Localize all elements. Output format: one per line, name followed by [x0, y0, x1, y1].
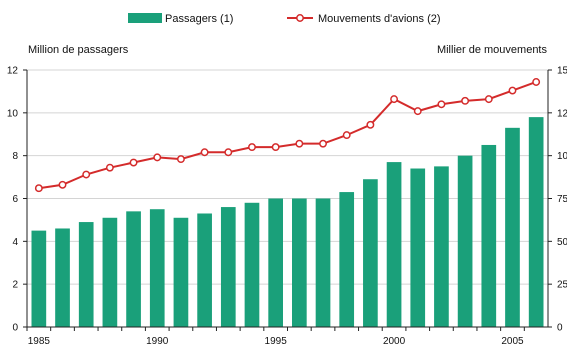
- y-left-tick-label: 12: [7, 66, 19, 77]
- x-tick-label: 1985: [28, 336, 51, 347]
- point-mouvements-2000: [390, 95, 399, 104]
- y-right-tick-label: 125: [557, 108, 567, 119]
- point-mouvements-1996: [295, 139, 304, 148]
- bar-passagers-1992: [197, 213, 212, 327]
- bar-passagers-1991: [173, 217, 189, 327]
- bar-passagers-1999: [363, 179, 378, 327]
- y-right-tick-label: 50: [557, 237, 567, 248]
- x-tick-label: 1990: [146, 336, 169, 347]
- y-right-tick-label: 25: [557, 280, 567, 291]
- y-right-tick-label: 75: [557, 194, 567, 205]
- y-axis-right-title: Millier de mouvements: [437, 44, 548, 56]
- y-right-tick-label: 150: [557, 66, 567, 77]
- point-mouvements-1986: [58, 180, 67, 189]
- point-mouvements-1990: [153, 153, 162, 162]
- bar-passagers-2004: [481, 144, 497, 327]
- bar-passagers-2003: [457, 155, 473, 327]
- bar-passagers-1996: [291, 198, 307, 327]
- point-mouvements-2005: [508, 86, 517, 95]
- y-right-tick-label: 100: [557, 151, 567, 162]
- x-tick-label: 2000: [383, 336, 406, 347]
- y-left-tick-label: 2: [12, 280, 18, 291]
- line-series: [34, 78, 541, 193]
- bar-series: [31, 117, 544, 327]
- bar-passagers-1993: [220, 207, 236, 327]
- x-tick-label: 1995: [265, 336, 288, 347]
- bar-passagers-1998: [339, 192, 355, 327]
- legend-label-passagers: Passagers (1): [165, 13, 233, 25]
- bar-passagers-1997: [315, 198, 331, 327]
- bar-passagers-1985: [31, 230, 47, 327]
- point-mouvements-2003: [461, 96, 470, 105]
- y-left-tick-label: 4: [12, 237, 18, 248]
- point-mouvements-1985: [34, 184, 43, 193]
- y-left-tick-label: 10: [7, 108, 19, 119]
- point-mouvements-1989: [129, 158, 138, 167]
- axes: 0 2 4 6 8 10 12 0 25 50 75 100 125 150 1985 1990 1995 200…: [7, 66, 567, 348]
- y-left-tick-label: 0: [12, 323, 18, 334]
- point-mouvements-1998: [342, 131, 351, 140]
- line-mouvements: [38, 81, 537, 190]
- bar-passagers-1990: [149, 209, 165, 327]
- legend-swatch-marker: [296, 14, 304, 22]
- bar-passagers-2002: [434, 166, 449, 327]
- point-mouvements-1987: [82, 170, 91, 179]
- bar-passagers-2001: [410, 168, 426, 327]
- y-right-tick-label: 0: [557, 323, 563, 334]
- bar-passagers-1994: [244, 202, 260, 327]
- bar-passagers-2006: [528, 117, 544, 327]
- bar-passagers-1987: [78, 222, 94, 327]
- point-mouvements-2006: [532, 78, 541, 86]
- bar-passagers-2000: [386, 162, 402, 327]
- bar-passagers-1995: [268, 198, 284, 327]
- legend-swatch-passagers: [128, 13, 162, 23]
- bar-passagers-2005: [505, 127, 520, 327]
- point-mouvements-1994: [248, 143, 256, 152]
- x-tick-label: 2005: [501, 336, 524, 347]
- point-mouvements-1993: [224, 148, 233, 157]
- point-mouvements-1992: [200, 148, 209, 157]
- y-axis-left-title: Million de passagers: [28, 44, 129, 56]
- point-mouvements-2002: [437, 100, 446, 109]
- y-left-tick-label: 6: [12, 194, 18, 205]
- point-mouvements-2004: [484, 95, 493, 104]
- legend: Passagers (1) Mouvements d'avions (2): [128, 13, 441, 25]
- bar-passagers-1988: [102, 217, 118, 327]
- point-mouvements-1991: [176, 155, 185, 164]
- point-mouvements-2001: [413, 107, 422, 116]
- bar-passagers-1989: [126, 211, 141, 327]
- bar-passagers-1986: [55, 228, 70, 327]
- legend-label-mouvements: Mouvements d'avions (2): [318, 13, 441, 25]
- y-left-tick-label: 8: [12, 151, 18, 162]
- point-mouvements-1988: [105, 163, 114, 172]
- point-mouvements-1999: [366, 120, 375, 129]
- point-mouvements-1997: [319, 139, 327, 148]
- point-mouvements-1995: [271, 143, 280, 152]
